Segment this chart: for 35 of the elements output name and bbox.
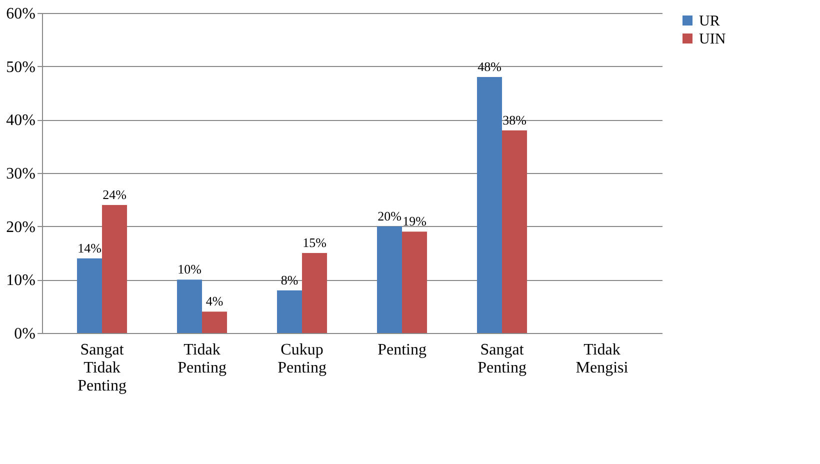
data-label: 14% (78, 240, 102, 256)
data-label: 38% (502, 112, 527, 128)
y-tick-label: 50% (6, 58, 36, 76)
y-tick-label: 30% (6, 166, 36, 182)
y-tick-label: 40% (6, 112, 36, 130)
bar (477, 77, 502, 333)
bar (202, 312, 227, 333)
bar (102, 205, 127, 333)
bar (402, 232, 427, 333)
data-label: 10% (178, 262, 202, 277)
bar (502, 130, 527, 333)
legend-label: UIN (699, 32, 726, 48)
x-tick-label: Cukup Penting (278, 342, 326, 376)
x-tick-label: Sangat Penting (478, 342, 526, 376)
x-tick-label: Penting (378, 342, 426, 358)
legend-label: UR (699, 14, 720, 30)
data-label: 24% (102, 187, 127, 202)
x-tick-label: Sangat Tidak Penting (78, 342, 126, 394)
bar (177, 280, 202, 333)
x-tick-label: Tidak Mengisi (576, 342, 629, 376)
bar (277, 290, 302, 333)
x-tick-label: Tidak Penting (178, 342, 226, 376)
data-label: 48% (478, 59, 502, 74)
data-label: 20% (378, 208, 402, 224)
bar (77, 258, 102, 333)
data-label: 8% (280, 272, 298, 288)
data-label: 15% (302, 235, 327, 250)
y-tick-label: 20% (6, 218, 36, 236)
bar (302, 253, 327, 333)
y-tick-label: 60% (6, 6, 36, 22)
data-label: 4% (206, 294, 224, 309)
y-tick-label: 10% (6, 272, 36, 290)
data-label: 19% (402, 214, 427, 229)
y-tick-label: 0% (14, 326, 36, 342)
bar (377, 226, 402, 333)
